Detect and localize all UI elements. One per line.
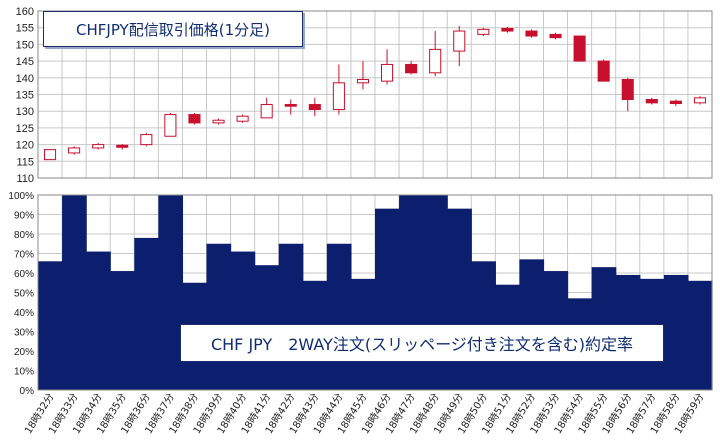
candle-body bbox=[380, 63, 394, 82]
candle-body bbox=[92, 144, 105, 149]
rate-bar bbox=[62, 195, 87, 390]
rate-y-tick-label: 20% bbox=[14, 347, 34, 358]
candle-body bbox=[236, 115, 249, 122]
rate-bar bbox=[326, 243, 352, 390]
rate-y-tick-label: 100% bbox=[8, 191, 34, 202]
candle-body bbox=[43, 149, 57, 161]
rate-bar bbox=[447, 208, 472, 390]
candle-body bbox=[621, 78, 634, 101]
rate-y-tick-label: 70% bbox=[14, 250, 34, 261]
candle-body bbox=[645, 99, 658, 104]
price-chart-title: CHFJPY配信取引価格(1分足) bbox=[43, 11, 303, 47]
candle-body bbox=[188, 114, 201, 124]
candle-body bbox=[501, 27, 514, 32]
candle-body bbox=[164, 114, 177, 137]
price-y-tick-label: 155 bbox=[16, 23, 34, 35]
rate-bar bbox=[206, 243, 232, 390]
rate-y-tick-label: 0% bbox=[20, 386, 35, 397]
rate-bar bbox=[38, 261, 63, 390]
rate-y-tick-label: 10% bbox=[14, 367, 34, 378]
rate-chart-title: CHF JPY 2WAY注文(スリッページ付き注文を含む)約定率 bbox=[180, 324, 664, 362]
price-y-tick-label: 150 bbox=[16, 39, 34, 51]
candle-body bbox=[453, 30, 466, 52]
rate-bar bbox=[230, 251, 256, 390]
rate-y-tick-label: 50% bbox=[14, 289, 34, 300]
price-plot-frame bbox=[37, 10, 713, 179]
rate-bar bbox=[375, 208, 400, 390]
candle-body bbox=[140, 134, 153, 146]
price-y-tick-label: 125 bbox=[16, 123, 34, 135]
candle-body bbox=[549, 33, 562, 39]
candle-body bbox=[212, 119, 225, 124]
y-tick-labels: 110 115 120 125 130 135 140 145 150 155 160 0% 10% 20… bbox=[8, 6, 34, 397]
candle-body bbox=[405, 63, 418, 74]
price-y-tick-label: 110 bbox=[16, 173, 34, 185]
rate-bar bbox=[134, 237, 159, 390]
axes bbox=[37, 10, 713, 391]
rate-bar bbox=[110, 271, 135, 390]
candle-body bbox=[477, 28, 490, 35]
candle-body bbox=[573, 35, 586, 62]
price-y-tick-label: 160 bbox=[16, 6, 34, 18]
price-candles bbox=[43, 26, 707, 161]
x-tick-labels: 18時32分18時33分18時34分18時35分18時36分18時37分18時3… bbox=[22, 391, 706, 436]
candle-body bbox=[260, 104, 273, 119]
rate-plot-frame bbox=[37, 194, 713, 391]
rate-y-tick-label: 80% bbox=[14, 230, 34, 241]
rate-y-tick-label: 90% bbox=[14, 211, 34, 222]
rate-bar bbox=[663, 274, 689, 390]
candle-body bbox=[429, 48, 442, 74]
rate-bar bbox=[278, 243, 304, 390]
candle-body bbox=[68, 147, 81, 154]
rate-bar bbox=[687, 280, 713, 390]
candle-body bbox=[693, 97, 707, 104]
price-y-tick-label: 120 bbox=[16, 140, 34, 152]
candle-body bbox=[308, 104, 321, 111]
rate-y-tick-label: 60% bbox=[14, 269, 34, 280]
price-y-tick-label: 115 bbox=[16, 156, 34, 168]
candle-body bbox=[356, 78, 370, 84]
rate-y-tick-label: 30% bbox=[14, 328, 34, 339]
candle-body bbox=[597, 60, 610, 82]
price-y-tick-label: 130 bbox=[16, 106, 34, 118]
candle-body bbox=[116, 144, 129, 148]
candle-body bbox=[525, 30, 538, 37]
rate-bar bbox=[86, 251, 111, 390]
rate-bar bbox=[158, 195, 184, 390]
candle-body bbox=[332, 82, 345, 111]
candle-body bbox=[284, 104, 297, 107]
price-y-tick-label: 140 bbox=[16, 73, 34, 85]
candle-body bbox=[669, 100, 682, 105]
price-y-tick-label: 145 bbox=[16, 56, 34, 68]
price-y-tick-label: 135 bbox=[16, 90, 34, 102]
rate-y-tick-label: 40% bbox=[14, 308, 34, 319]
